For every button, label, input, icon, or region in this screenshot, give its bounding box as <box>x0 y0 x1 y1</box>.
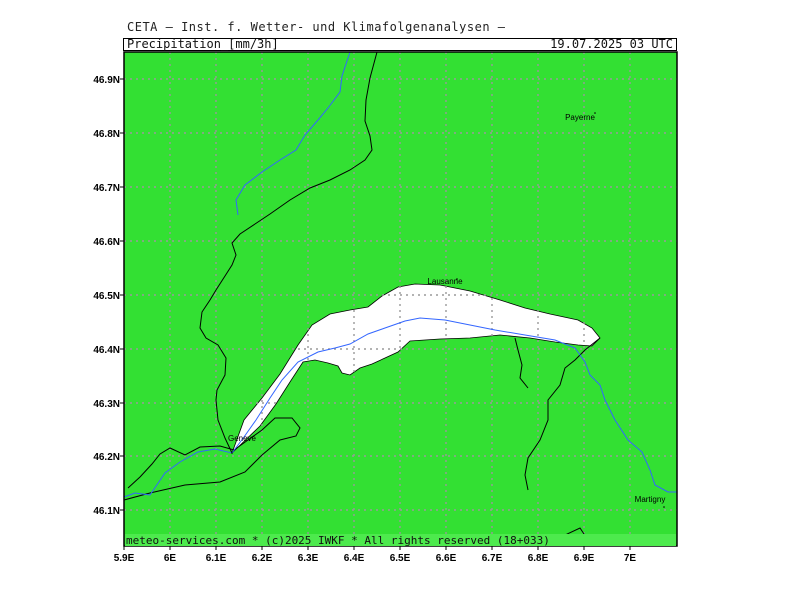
latitude-tick-label: 46.6N <box>93 237 120 248</box>
longitude-tick-label: 6.1E <box>206 553 227 564</box>
latitude-tick-label: 46.8N <box>93 129 120 140</box>
city-marker <box>231 452 233 454</box>
title-bar: Precipitation_[mm/3h] 19.07.2025 03 UTC <box>123 37 677 51</box>
canton-border <box>514 337 601 491</box>
city-label: Geneve <box>228 434 257 443</box>
rhone-river <box>123 317 677 498</box>
longitude-tick-label: 6.7E <box>482 553 503 564</box>
lake-geneva <box>231 283 601 454</box>
city-marker <box>663 506 665 508</box>
axis-labels: 46.9N 46.8N 46.7N 46.6N 46.5N 46.4N 46.3N 46.2N… <box>93 75 636 564</box>
longitude-tick-label: 6.9E <box>574 553 595 564</box>
valid-datetime: 19.07.2025 03 UTC <box>550 37 673 51</box>
latitude-tick-label: 46.9N <box>93 75 120 86</box>
longitude-tick-label: 6.6E <box>436 553 457 564</box>
institution-header: CETA — Inst. f. Wetter- und Klimafolgena… <box>127 20 506 34</box>
latitude-tick-label: 46.5N <box>93 291 120 302</box>
longitude-tick-label: 6E <box>164 553 177 564</box>
latitude-tick-label: 46.2N <box>93 452 120 463</box>
latitude-tick-label: 46.3N <box>93 399 120 410</box>
city-marker <box>594 112 596 114</box>
doubs-river <box>235 51 351 216</box>
lat-lon-grid <box>124 52 677 546</box>
copyright-footer: meteo-services.com * (c)2025 IWKF * All … <box>126 534 550 547</box>
longitude-tick-label: 6.8E <box>528 553 549 564</box>
latitude-tick-label: 46.7N <box>93 183 120 194</box>
city-label: Lausanne <box>427 277 463 286</box>
longitude-tick-label: 6.5E <box>390 553 411 564</box>
city-marker <box>456 278 458 280</box>
city-label: Martigny <box>635 495 666 504</box>
longitude-tick-label: 6.2E <box>252 553 273 564</box>
footer-band <box>125 534 676 546</box>
longitude-tick-label: 6.4E <box>344 553 365 564</box>
longitude-tick-label: 6.3E <box>298 553 319 564</box>
city-labels: Payerne Lausanne Geneve Martigny <box>228 112 665 508</box>
parameter-title: Precipitation_[mm/3h] <box>127 37 279 51</box>
longitude-tick-label: 7E <box>624 553 637 564</box>
national-border <box>123 51 378 501</box>
city-label: Payerne <box>565 113 595 122</box>
latitude-tick-label: 46.4N <box>93 345 120 356</box>
longitude-tick-label: 5.9E <box>114 553 135 564</box>
latitude-tick-label: 46.1N <box>93 506 120 517</box>
